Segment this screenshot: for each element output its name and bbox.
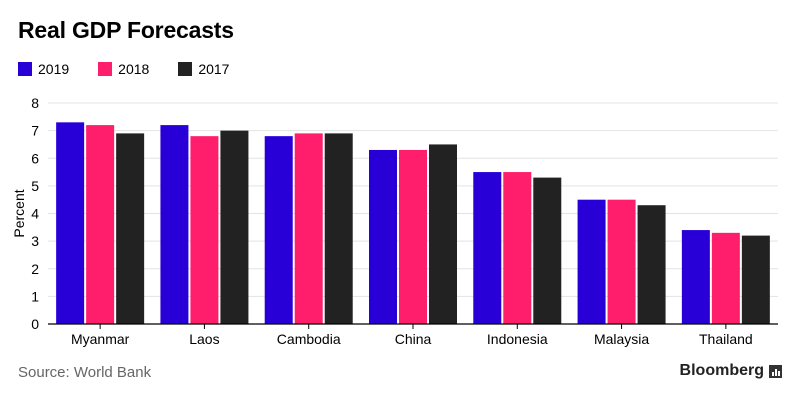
x-tick-label-laos: Laos xyxy=(189,331,219,347)
brand: Bloomberg xyxy=(680,362,782,380)
x-tick-label-myanmar: Myanmar xyxy=(71,331,130,347)
x-tick-label-indonesia: Indonesia xyxy=(487,331,548,347)
chart-title: Real GDP Forecasts xyxy=(18,17,234,43)
bar-laos-2017 xyxy=(220,130,249,324)
bar-malaysia-2019 xyxy=(577,199,606,324)
bar-myanmar-2018 xyxy=(86,125,115,324)
y-tick-label-1: 1 xyxy=(31,288,39,304)
legend: 2019 2018 2017 xyxy=(18,61,258,77)
bar-cambodia-2017 xyxy=(324,133,353,324)
bar-cambodia-2018 xyxy=(294,133,323,324)
bar-china-2019 xyxy=(369,149,397,324)
bar-cambodia-2019 xyxy=(264,136,293,324)
bar-china-2018 xyxy=(399,149,427,324)
bar-indonesia-2017 xyxy=(533,177,562,324)
legend-swatch-2018 xyxy=(98,62,113,76)
y-tick-label-3: 3 xyxy=(31,233,39,249)
y-tick-label-0: 0 xyxy=(31,316,39,332)
y-tick-label-7: 7 xyxy=(31,123,39,139)
bar-indonesia-2018 xyxy=(503,172,532,324)
legend-label-2018: 2018 xyxy=(118,61,150,77)
x-tick-label-china: China xyxy=(395,331,432,347)
bar-laos-2019 xyxy=(160,125,189,324)
bar-malaysia-2017 xyxy=(637,205,666,324)
bar-thailand-2018 xyxy=(711,232,740,324)
y-tick-label-8: 8 xyxy=(31,95,39,111)
bar-myanmar-2017 xyxy=(116,133,145,324)
bar-laos-2018 xyxy=(190,136,219,324)
x-tick-label-thailand: Thailand xyxy=(699,331,753,347)
x-tick-label-malaysia: Malaysia xyxy=(594,331,649,347)
legend-label-2017: 2017 xyxy=(198,61,230,77)
y-tick-label-4: 4 xyxy=(31,206,39,222)
legend-swatch-2019 xyxy=(18,62,32,76)
bar-thailand-2019 xyxy=(681,230,710,324)
bloomberg-chart-icon xyxy=(769,364,782,378)
brand-name: Bloomberg xyxy=(679,362,764,379)
bar-indonesia-2019 xyxy=(473,172,502,324)
x-tick-label-cambodia: Cambodia xyxy=(277,331,341,347)
y-tick-label-2: 2 xyxy=(31,261,39,277)
legend-swatch-2017 xyxy=(178,62,193,76)
legend-item-2017: 2017 xyxy=(178,61,229,77)
y-tick-label-5: 5 xyxy=(31,178,39,194)
source-note: Source: World Bank xyxy=(18,364,152,381)
bar-thailand-2017 xyxy=(741,235,770,324)
legend-item-2018: 2018 xyxy=(98,61,149,77)
legend-item-2019: 2019 xyxy=(18,61,69,77)
bar-malaysia-2018 xyxy=(607,199,636,324)
legend-label-2019: 2019 xyxy=(38,61,70,77)
y-axis-label: Percent xyxy=(11,189,27,237)
bar-myanmar-2019 xyxy=(56,122,85,325)
y-tick-label-6: 6 xyxy=(31,150,39,166)
bar-china-2017 xyxy=(429,144,457,324)
